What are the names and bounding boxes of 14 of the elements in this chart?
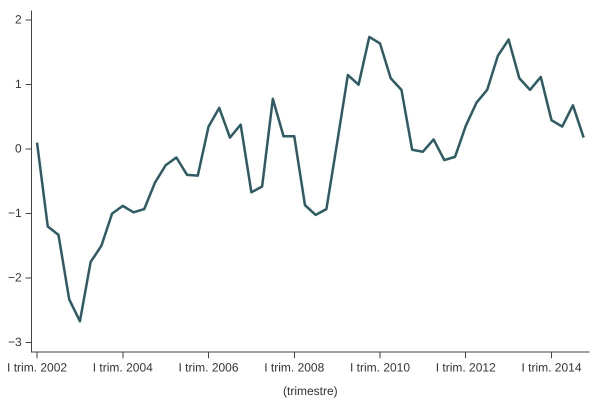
y-tick-label: −2 — [8, 270, 22, 284]
x-tick-label: I trim. 2012 — [436, 360, 496, 375]
x-axis-title: (trimestre) — [283, 384, 338, 398]
y-tick-label: 2 — [14, 12, 22, 27]
x-tick-label: I trim. 2006 — [178, 360, 239, 375]
y-tick-label: −1 — [8, 206, 22, 220]
x-tick-label: I trim. 2008 — [264, 360, 325, 375]
x-tick-label: I trim. 2014 — [521, 360, 582, 375]
x-tick-label: I trim. 2004 — [92, 360, 154, 375]
y-tick-label: −3 — [8, 334, 22, 349]
x-tick-label: I trim. 2010 — [350, 360, 410, 375]
y-tick-label: 1 — [14, 77, 22, 91]
x-tick-label: I trim. 2002 — [7, 360, 68, 375]
y-tick-label: 0 — [14, 141, 22, 156]
